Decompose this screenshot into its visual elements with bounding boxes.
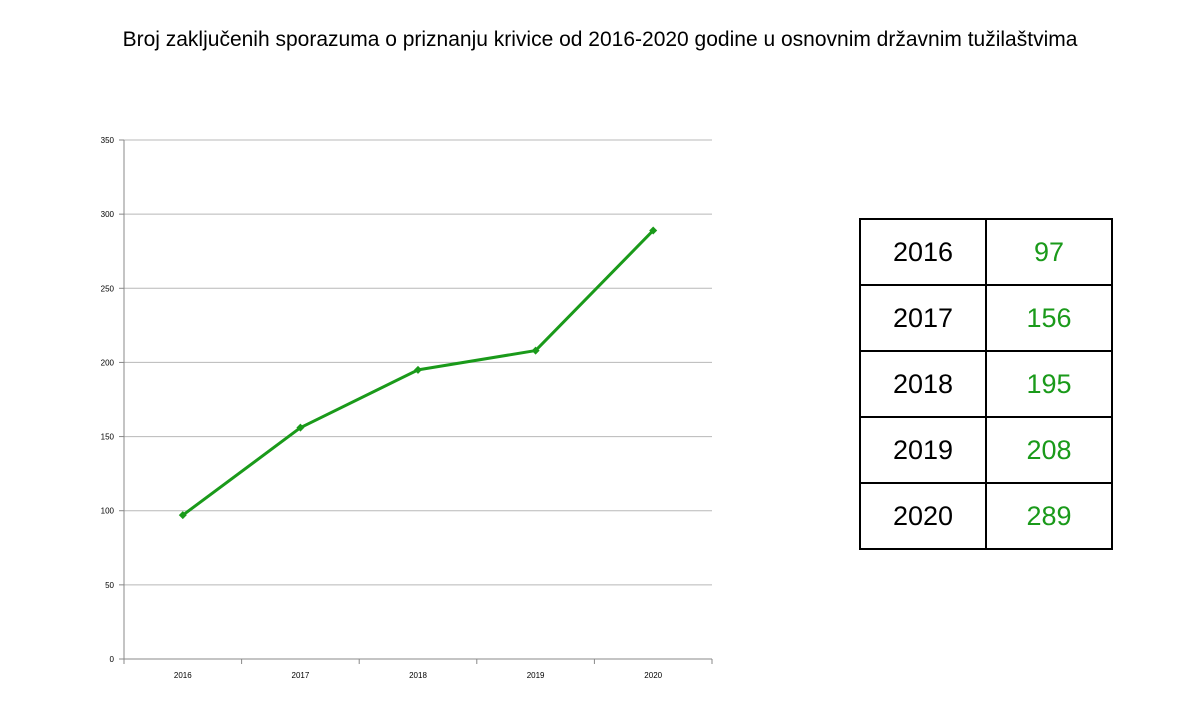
y-tick-label: 0 — [110, 655, 115, 664]
y-tick-label: 300 — [101, 210, 115, 219]
table-year-cell: 2018 — [859, 350, 987, 418]
y-tick-label: 200 — [101, 358, 115, 367]
y-tick-label: 350 — [101, 136, 115, 145]
y-tick-label: 100 — [101, 507, 115, 516]
table-year-cell: 2017 — [859, 284, 987, 352]
x-tick-label: 2018 — [409, 671, 427, 680]
data-point — [649, 226, 658, 235]
y-tick-label: 250 — [101, 284, 115, 293]
table-value-cell: 195 — [985, 350, 1113, 418]
table-value-cell: 208 — [985, 416, 1113, 484]
x-tick-label: 2020 — [644, 671, 662, 680]
x-tick-label: 2019 — [527, 671, 545, 680]
table-value-cell: 97 — [985, 218, 1113, 286]
table-row: 2019 208 — [859, 416, 1113, 484]
table-year-cell: 2019 — [859, 416, 987, 484]
table-value-cell: 156 — [985, 284, 1113, 352]
x-tick-label: 2016 — [174, 671, 192, 680]
table-row: 2020 289 — [859, 482, 1113, 550]
data-point — [296, 423, 305, 432]
data-table: 2016 97 2017 156 2018 195 2019 208 2020 … — [859, 218, 1113, 550]
table-row: 2018 195 — [859, 350, 1113, 418]
table-year-cell: 2020 — [859, 482, 987, 550]
table-year-cell: 2016 — [859, 218, 987, 286]
data-point — [531, 346, 540, 355]
data-point — [414, 365, 422, 374]
y-tick-label: 50 — [105, 581, 114, 590]
line-chart: 0 50 100 150 200 250 300 350 2016 2017 2018 2019 202… — [101, 136, 713, 680]
chart-title: Broj zaključenih sporazuma o priznanju k… — [122, 28, 1078, 51]
table-value-cell: 289 — [985, 482, 1113, 550]
y-tick-label: 150 — [101, 433, 115, 442]
table-row: 2017 156 — [859, 284, 1113, 352]
data-point — [178, 511, 187, 520]
table-row: 2016 97 — [859, 218, 1113, 286]
x-tick-label: 2017 — [292, 671, 310, 680]
